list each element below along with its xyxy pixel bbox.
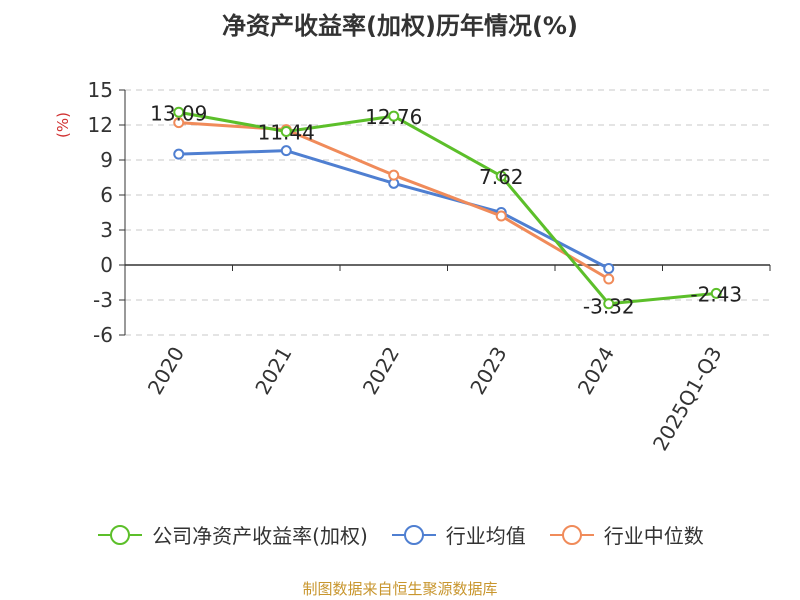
legend-item: 行业中位数 (548, 520, 704, 549)
series-line (178, 110, 717, 306)
data-point (173, 106, 185, 118)
x-tick-label: 2024 (573, 343, 619, 399)
data-label: 13.09 (150, 101, 207, 125)
data-point (603, 298, 615, 310)
x-tick-label: 2021 (250, 343, 296, 399)
y-tick-label: 9 (100, 148, 113, 172)
legend-label: 行业均值 (445, 524, 526, 548)
data-point (388, 110, 400, 122)
data-point (280, 126, 292, 138)
legend-item: 公司净资产收益率(加权) (96, 520, 368, 549)
y-tick-label: 15 (88, 78, 113, 102)
x-tick-label: 2023 (465, 343, 511, 399)
source-note: 制图数据来自恒生聚源数据库 (302, 580, 498, 598)
y-tick-label: -3 (93, 288, 113, 312)
chart-title: 净资产收益率(加权)历年情况(%) (222, 12, 578, 40)
data-point (603, 263, 615, 274)
y-axis-label: (%) (54, 112, 72, 138)
data-point (495, 170, 507, 182)
x-tick-label: 2020 (143, 343, 189, 399)
series-line (178, 121, 610, 281)
legend-marker (391, 524, 436, 545)
legend-marker (549, 524, 594, 545)
data-point (280, 145, 292, 157)
data-point (495, 210, 507, 222)
y-tick-label: 12 (88, 113, 113, 137)
y-tick-label: 0 (100, 253, 113, 277)
data-label: 11.44 (258, 121, 315, 145)
series-line (178, 149, 610, 270)
data-point (173, 148, 185, 160)
data-point (388, 169, 400, 181)
data-point (603, 273, 615, 285)
data-point (173, 117, 185, 129)
x-tick-label: 2022 (358, 343, 404, 399)
data-label: 7.62 (479, 165, 524, 189)
data-label: 12.76 (365, 105, 422, 129)
legend-label: 行业中位数 (603, 524, 704, 548)
y-tick-label: 3 (100, 218, 113, 242)
data-label: -3.32 (583, 295, 635, 319)
legend-marker (98, 524, 143, 545)
legend-label: 公司净资产收益率(加权) (152, 524, 368, 548)
legend-item: 行业均值 (390, 520, 526, 549)
x-tick-label: 2025Q1-Q3 (648, 343, 727, 455)
data-label: -2.43 (690, 282, 742, 306)
y-tick-label: 6 (100, 183, 113, 207)
y-tick-label: -6 (93, 323, 113, 347)
legend: 公司净资产收益率(加权) 行业均值 行业中位数 (0, 520, 800, 549)
data-point (710, 287, 722, 299)
